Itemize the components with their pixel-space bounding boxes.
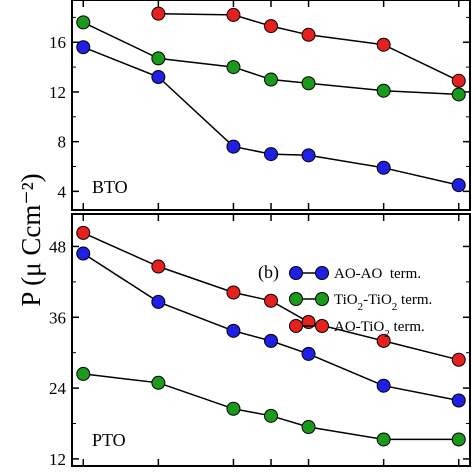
data-point-green <box>226 401 241 416</box>
data-point-red <box>151 6 166 21</box>
y-tick-label: 12 <box>49 450 66 469</box>
data-point-green <box>76 366 91 381</box>
legend-entry-ao-tio2: AO-TiO2 term. <box>289 319 425 340</box>
y-tick-label: 36 <box>49 308 66 327</box>
data-point-green <box>151 375 166 390</box>
data-point-blue <box>451 393 466 408</box>
data-point-green <box>451 432 466 447</box>
data-point-blue <box>301 148 316 163</box>
data-point-red <box>376 333 391 348</box>
x-tick-label: 0 <box>267 471 276 474</box>
x-tick-label: -1 <box>226 471 240 474</box>
legend-marker-green <box>289 292 303 306</box>
legend: AO-AO term. TiO2-TiO2 term. AO-TiO2 term… <box>289 266 432 340</box>
data-point-red <box>376 37 391 52</box>
panel-label-pto: PTO <box>92 430 126 450</box>
legend-marker-blue <box>315 266 329 280</box>
legend-marker-blue <box>289 266 303 280</box>
data-point-blue <box>376 378 391 393</box>
y-tick-label: 16 <box>49 33 66 52</box>
data-point-red <box>301 27 316 42</box>
data-point-blue <box>76 246 91 261</box>
data-point-green <box>301 76 316 91</box>
data-point-blue <box>151 294 166 309</box>
panel-label-bto: BTO <box>92 177 128 197</box>
data-point-red <box>76 225 91 240</box>
data-point-green <box>301 420 316 435</box>
data-point-green <box>226 60 241 75</box>
x-tick-label: 3 <box>379 471 388 474</box>
series-line-green <box>83 373 459 441</box>
data-point-green <box>451 87 466 102</box>
data-point-blue <box>264 333 278 348</box>
top-panel: 4 8 12 16 <box>49 0 470 210</box>
y-tick-label: 24 <box>49 379 67 398</box>
legend-entry-ao-ao: AO-AO term. <box>289 266 421 282</box>
legend-marker-red <box>315 319 329 333</box>
legend-entry-tio2-tio2: TiO2-TiO2 term. <box>289 292 432 313</box>
x-tick-label: 5 <box>454 471 463 474</box>
x-tick-label: -5 <box>76 471 90 474</box>
data-point-blue <box>226 139 241 154</box>
data-point-red <box>264 293 278 308</box>
data-point-blue <box>451 178 466 193</box>
data-point-red <box>451 352 466 367</box>
data-point-red <box>151 259 166 274</box>
data-point-green <box>264 72 278 87</box>
data-point-green <box>264 408 278 423</box>
legend-label-tio2-tio2: TiO2-TiO2 term. <box>334 292 432 313</box>
y-tick-label: 12 <box>49 83 66 102</box>
legend-label-ao-ao: AO-AO term. <box>334 266 421 282</box>
data-point-blue <box>151 70 166 85</box>
series-group <box>76 225 466 447</box>
x-tick-label: -3 <box>151 471 165 474</box>
data-point-blue <box>264 147 278 162</box>
data-point-green <box>151 51 166 66</box>
data-point-blue <box>301 346 316 361</box>
data-point-green <box>376 432 391 447</box>
y-axis-label: P (μ Ccm⁻²) <box>16 173 46 306</box>
y-tick-label: 48 <box>49 237 66 256</box>
data-point-red <box>226 7 241 22</box>
legend-marker-green <box>315 292 329 306</box>
legend-label-ao-tio2: AO-TiO2 term. <box>334 319 425 340</box>
data-point-blue <box>226 323 241 338</box>
data-point-green <box>376 83 391 98</box>
x-tick-label: 1 <box>304 471 313 474</box>
legend-marker-red <box>289 319 303 333</box>
bottom-panel: 12 24 36 48 -5 -3 -1 0 1 3 5 <box>49 214 470 474</box>
y-tick-label: 8 <box>58 133 67 152</box>
series-group <box>76 6 466 193</box>
data-point-red <box>451 73 466 88</box>
data-point-blue <box>76 40 91 55</box>
series-line-blue <box>83 46 459 186</box>
subplot-tag-b: (b) <box>258 262 279 283</box>
y-tick-label: 4 <box>58 182 67 201</box>
data-point-red <box>264 19 278 34</box>
data-point-green <box>76 15 91 30</box>
data-point-blue <box>376 160 391 175</box>
data-point-red <box>226 285 241 300</box>
series-line-red <box>158 12 460 82</box>
